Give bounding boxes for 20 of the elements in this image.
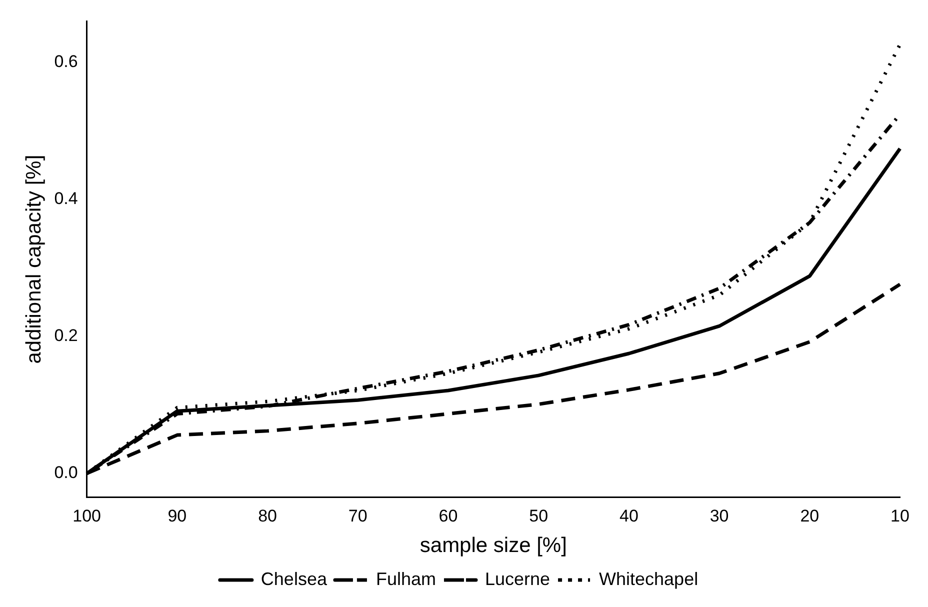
x-tick-label: 50 (529, 506, 548, 526)
y-tick-label: 0.6 (54, 52, 78, 71)
legend-label: Lucerne (484, 568, 550, 589)
legend-label: Chelsea (260, 568, 328, 589)
x-tick-label: 100 (72, 506, 102, 526)
x-tick-label: 30 (710, 506, 729, 526)
x-tick-label: 40 (619, 506, 638, 526)
x-tick-label: 80 (258, 506, 277, 526)
x-tick-label: 90 (168, 506, 187, 526)
x-tick-label: 60 (438, 506, 458, 526)
y-axis-title: additional capacity [%] (22, 154, 46, 364)
x-tick-label: 10 (890, 506, 910, 526)
x-tick-label: 70 (348, 506, 368, 526)
x-tick-label: 20 (800, 506, 820, 526)
x-axis-title: sample size [%] (420, 534, 567, 558)
y-tick-label: 0.2 (54, 326, 78, 346)
y-tick-label: 0.0 (54, 463, 78, 482)
legend-label: Fulham (376, 568, 436, 589)
y-tick-label: 0.4 (54, 189, 78, 208)
legend-label: Whitechapel (599, 568, 698, 589)
